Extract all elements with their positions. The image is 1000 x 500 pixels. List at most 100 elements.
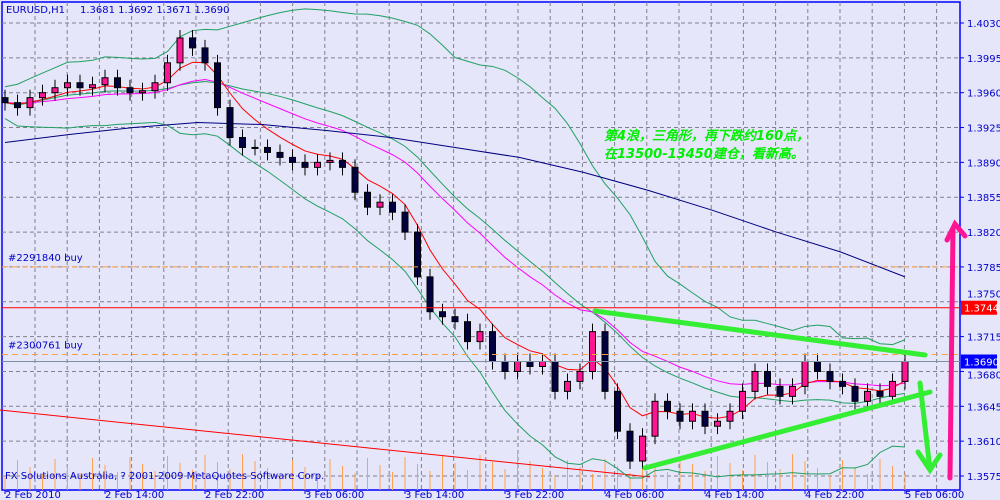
candle: [689, 403, 696, 430]
candle: [226, 99, 234, 146]
candle-body: [689, 410, 696, 422]
candle-body: [451, 316, 459, 323]
arrow-down-icon: [915, 380, 943, 475]
y-tick-label: 1.3680: [967, 371, 1000, 382]
candle: [89, 76, 96, 96]
candle: [639, 428, 646, 470]
candle: [789, 378, 796, 405]
candle-body: [514, 361, 521, 372]
current-price-badge: [961, 354, 997, 369]
candle-body: [526, 361, 534, 367]
x-tick-label: 4 Feb 14:00: [705, 490, 764, 500]
candle-body: [664, 400, 671, 412]
triangle-lower-line: [642, 389, 933, 471]
candle: [476, 323, 484, 350]
candle: [414, 224, 421, 285]
candle: [139, 82, 146, 101]
candle: [739, 383, 746, 420]
candle-body: [301, 161, 309, 168]
candle: [14, 94, 21, 116]
candle: [151, 74, 159, 99]
candle-body: [364, 191, 371, 208]
candle-body: [476, 331, 484, 343]
candle-body: [14, 102, 21, 109]
order-label: #2291840 buy: [8, 253, 83, 264]
copyright-text: FX Solutions Australia, ? 2001-2009 Meta…: [5, 471, 324, 482]
candle: [301, 154, 309, 176]
candle-body: [201, 47, 209, 64]
candle-body: [164, 62, 171, 84]
candle: [76, 74, 84, 96]
candle-body: [226, 107, 234, 138]
candle-body: [589, 331, 596, 372]
candle: [251, 139, 259, 156]
y-tick-label: 1.4030: [967, 19, 1000, 30]
candle: [564, 373, 571, 400]
candle-body: [639, 435, 646, 462]
candle: [189, 29, 196, 56]
candle-body: [39, 92, 46, 99]
candle-body: [426, 276, 434, 313]
candle-body: [864, 390, 871, 402]
bollinger-lower: [4, 118, 906, 479]
candle-body: [876, 390, 884, 397]
x-tick-label: 3 Feb 14:00: [405, 490, 464, 500]
candle-body: [114, 77, 121, 89]
candle-body: [901, 361, 909, 382]
candle: [726, 403, 734, 430]
candle-body: [551, 361, 559, 392]
triangle-upper-line: [592, 308, 928, 358]
current-price-label: 1.3690: [964, 358, 999, 369]
candle-body: [701, 410, 709, 427]
candle: [451, 308, 459, 330]
candle: [626, 423, 634, 470]
x-tick-label: 2 Feb 22:00: [205, 490, 264, 500]
candle-body: [401, 211, 409, 233]
candle: [826, 363, 834, 390]
candle-body: [889, 380, 896, 397]
candle-body: [139, 90, 146, 94]
x-tick-label: 2 Feb 2010: [5, 490, 61, 500]
candle-body: [726, 410, 734, 422]
candle-body: [51, 87, 59, 94]
candle: [239, 129, 246, 156]
candle-body: [739, 390, 746, 412]
candle-body: [264, 146, 271, 153]
x-tick-label: 5 Feb 06:00: [905, 490, 964, 500]
candle-body: [64, 82, 71, 89]
candle: [201, 39, 209, 71]
candle-body: [626, 430, 634, 462]
annotation-line-2: 在13500-13450建仓，看新高。: [604, 146, 804, 162]
y-tick-label: 1.3645: [967, 402, 1000, 413]
candle: [364, 184, 371, 216]
order-label: #2300761 buy: [8, 341, 83, 352]
candle: [51, 79, 59, 101]
candle-body: [651, 400, 659, 437]
candle: [776, 378, 784, 405]
candle: [764, 363, 771, 395]
candle: [701, 403, 709, 435]
candle: [264, 139, 271, 161]
y-tick-label: 1.3855: [967, 193, 1000, 204]
candle: [26, 89, 34, 116]
candle-body: [501, 361, 509, 372]
candle: [164, 54, 171, 91]
candle-body: [314, 161, 321, 168]
candle-body: [126, 87, 134, 94]
candle-body: [439, 311, 446, 318]
candle-body: [176, 37, 184, 64]
candle-body: [851, 385, 859, 402]
y-tick-label: 1.3820: [967, 228, 1000, 239]
y-tick-label: 1.3610: [967, 437, 1000, 448]
candle-body: [789, 385, 796, 397]
candle: [351, 159, 359, 201]
candle: [389, 194, 396, 221]
candle-body: [414, 231, 421, 278]
candle: [401, 204, 409, 241]
candle-body: [464, 321, 471, 343]
x-tick-label: 4 Feb 06:00: [605, 490, 664, 500]
x-tick-label: 4 Feb 22:00: [805, 490, 864, 500]
candle-body: [289, 156, 296, 163]
candle-body: [576, 370, 584, 382]
